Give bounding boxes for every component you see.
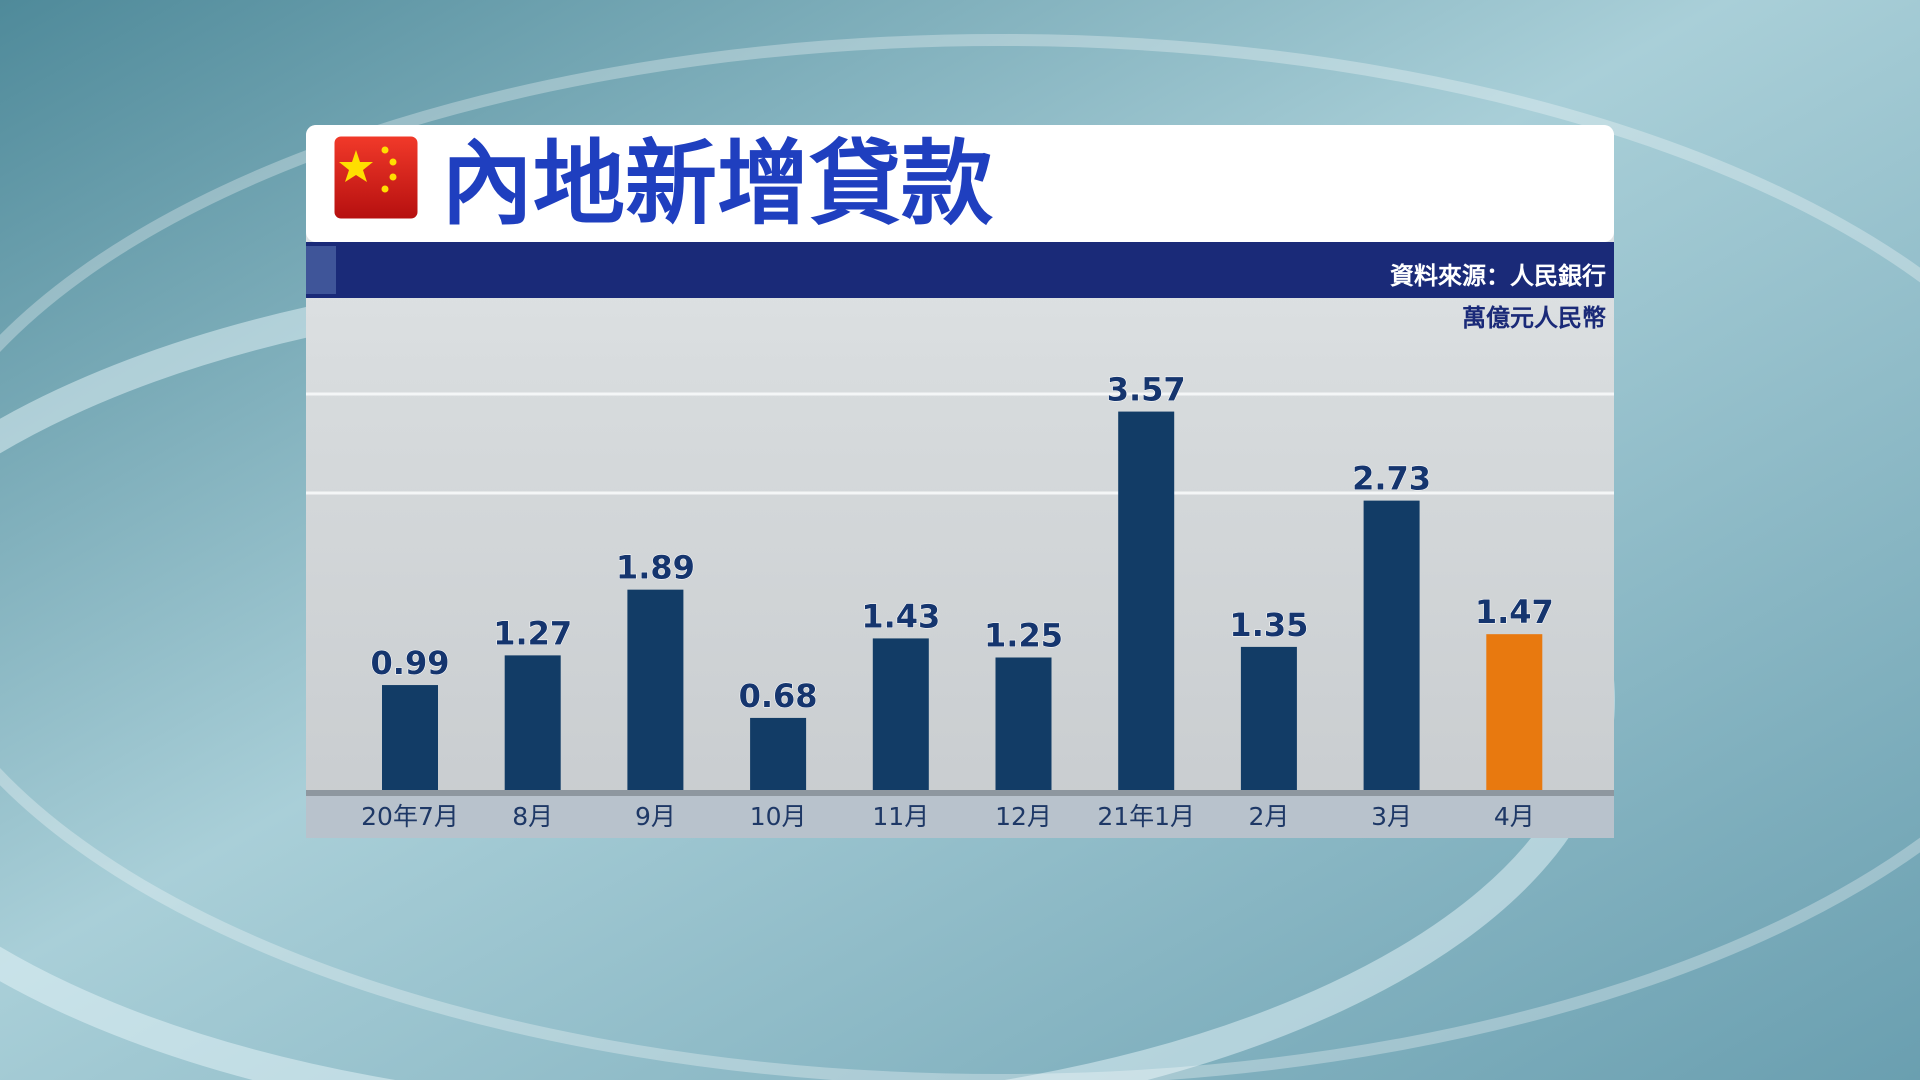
source: 資料來源：人民銀行 — [1390, 262, 1606, 290]
chart-title: 內地新增貸款 — [441, 130, 993, 237]
bar — [872, 638, 929, 790]
value-label: 0.99 — [371, 644, 450, 682]
value-label: 3.57 — [1107, 371, 1186, 409]
x-tick-label: 8月 — [512, 802, 553, 831]
value-label: 0.68 — [739, 677, 818, 715]
value-label: 1.25 — [984, 617, 1063, 655]
x-tick-label: 21年1月 — [1097, 802, 1195, 831]
bar — [1363, 500, 1420, 790]
bar — [1240, 646, 1297, 790]
flag — [331, 133, 421, 222]
header-accent — [306, 246, 336, 294]
flag-star — [381, 185, 389, 193]
value-label: 1.35 — [1229, 606, 1308, 644]
value-label: 1.89 — [616, 549, 695, 587]
value-label: 2.73 — [1352, 460, 1431, 498]
unit: 萬億元人民幣 — [1462, 304, 1606, 332]
flag-star — [339, 150, 373, 182]
x-tick-label: 4月 — [1494, 802, 1535, 831]
x-axis-band — [306, 793, 1614, 838]
bar — [750, 717, 807, 790]
bar — [1486, 634, 1543, 790]
bar — [1118, 411, 1175, 790]
flag-star — [389, 173, 397, 181]
value-label: 1.27 — [493, 614, 572, 652]
flag-star — [389, 158, 397, 166]
x-tick-label: 12月 — [995, 802, 1052, 831]
header-bar — [306, 242, 1614, 298]
flag-star — [381, 146, 389, 154]
x-tick-label: 2月 — [1248, 802, 1289, 831]
x-tick-label: 3月 — [1371, 802, 1412, 831]
bar — [382, 685, 438, 790]
value-label: 1.43 — [861, 597, 940, 635]
x-tick-label: 9月 — [635, 802, 676, 831]
bar — [504, 655, 561, 790]
bar — [627, 589, 684, 790]
title-band — [306, 125, 1614, 242]
decor — [0, 34, 1920, 1080]
bar — [995, 657, 1052, 790]
x-tick-label: 10月 — [750, 802, 807, 831]
value-label: 1.47 — [1475, 593, 1554, 631]
x-tick-label: 11月 — [872, 802, 929, 831]
x-tick-label: 20年7月 — [361, 802, 459, 831]
